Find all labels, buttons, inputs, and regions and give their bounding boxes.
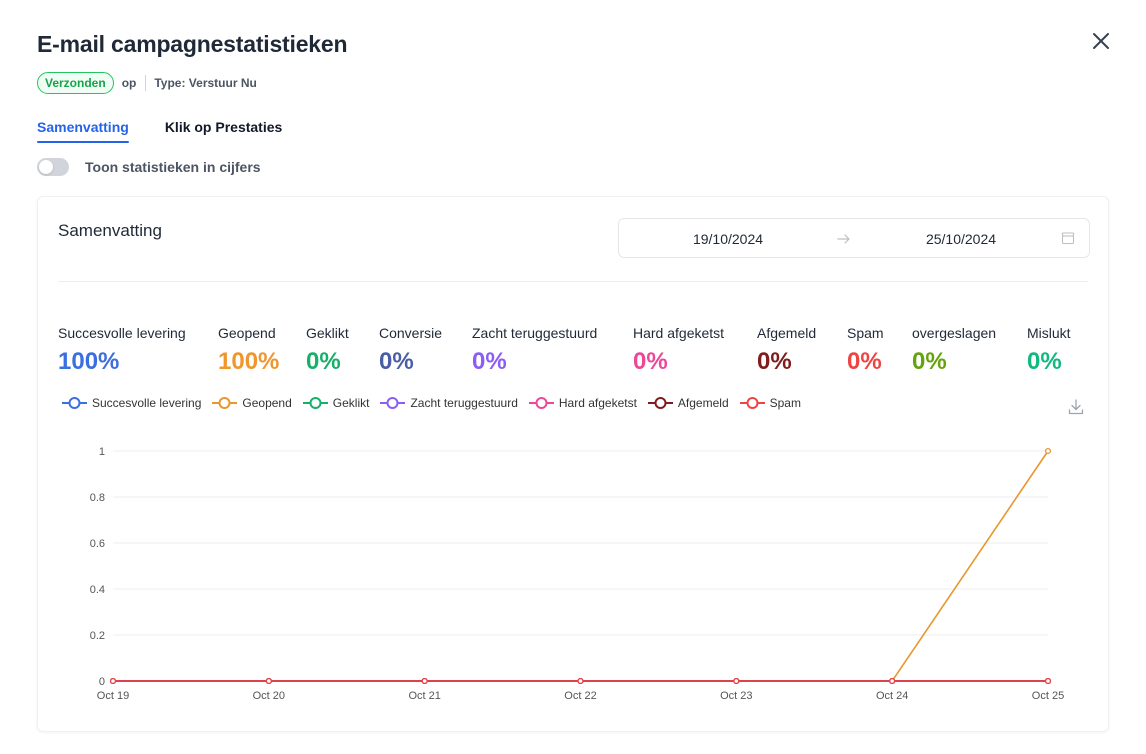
- close-icon: [1093, 33, 1109, 49]
- date-range-picker[interactable]: 19/10/2024 25/10/2024: [618, 218, 1090, 258]
- legend-label: Succesvolle levering: [92, 396, 202, 410]
- x-tick-label: Oct 22: [564, 690, 596, 702]
- stats-toggle-row: Toon statistieken in cijfers: [37, 157, 261, 177]
- y-tick-label: 0.2: [90, 630, 105, 642]
- tab-summary[interactable]: Samenvatting: [37, 119, 129, 143]
- tab-click-performance[interactable]: Klik op Prestaties: [164, 119, 283, 135]
- series-line: [113, 450, 1049, 682]
- data-point: [421, 677, 428, 685]
- legend-marker-icon: [380, 397, 406, 409]
- stat-value: 100%: [58, 348, 120, 375]
- legend-item[interactable]: Hard afgeketst: [528, 396, 637, 410]
- campaign-type: Type: Verstuur Nu: [154, 76, 257, 90]
- date-end[interactable]: 25/10/2024: [925, 231, 997, 247]
- stat-failed: Mislukt 0%: [1027, 325, 1071, 376]
- stat-label: Afgemeld: [757, 325, 817, 341]
- download-icon[interactable]: [1067, 398, 1085, 416]
- legend-label: Spam: [769, 396, 801, 410]
- calendar-icon[interactable]: [1061, 231, 1075, 245]
- card-divider: [58, 281, 1088, 282]
- stat-skipped: overgeslagen 0%: [912, 325, 996, 376]
- summary-card: Samenvatting 19/10/2024 25/10/2024 Succe…: [37, 196, 1109, 732]
- y-tick-label: 0: [99, 676, 105, 688]
- stat-label: Mislukt: [1027, 325, 1071, 341]
- line-chart: 0 0.2 0.4 0.6 0.8 1 Oct 19 Oct 20 Oct 21 Oct 22 Oc…: [90, 446, 1065, 702]
- toggle-label: Toon statistieken in cijfers: [85, 159, 261, 175]
- legend-marker-icon: [647, 397, 673, 409]
- data-point: [1044, 677, 1052, 685]
- y-tick-label: 0.8: [90, 492, 105, 504]
- status-badge: Verzonden: [37, 72, 114, 94]
- x-tick-label: Oct 21: [408, 690, 440, 702]
- stat-soft-bounce: Zacht teruggestuurd 0%: [472, 325, 597, 376]
- data-point: [889, 677, 896, 685]
- summary-title: Samenvatting: [58, 221, 162, 240]
- legend-label: Geklikt: [332, 396, 370, 410]
- stat-label: overgeslagen: [912, 325, 997, 341]
- stat-label: Succesvolle levering: [58, 325, 186, 341]
- stat-label: Conversie: [379, 325, 443, 341]
- x-tick-label: Oct 24: [876, 690, 908, 702]
- x-tick-label: Oct 19: [97, 690, 129, 702]
- stat-clicked: Geklikt 0%: [306, 325, 349, 376]
- data-point: [109, 677, 117, 685]
- x-tick-label: Oct 20: [253, 690, 285, 702]
- legend-marker-icon: [739, 397, 765, 409]
- chart-legend: Succesvolle levering Geopend Geklikt Zacht …: [62, 395, 812, 411]
- stat-value: 0%: [847, 348, 882, 375]
- sent-on-label: op: [121, 76, 137, 90]
- data-point: [265, 677, 272, 685]
- legend-marker-icon: [212, 397, 238, 409]
- stat-value: 0%: [757, 348, 792, 375]
- data-point: [733, 677, 740, 685]
- close-button[interactable]: [1089, 29, 1113, 53]
- stat-label: Zacht teruggestuurd: [472, 325, 598, 341]
- campaign-meta: Verzonden op Type: Verstuur Nu: [37, 72, 257, 94]
- stat-value: 0%: [306, 348, 341, 375]
- data-point: [577, 677, 584, 685]
- stat-hard-bounce: Hard afgeketst 0%: [633, 325, 724, 376]
- legend-label: Hard afgeketst: [558, 396, 637, 410]
- date-start[interactable]: 19/10/2024: [692, 231, 764, 247]
- stat-value: 0%: [379, 348, 414, 375]
- stat-value: 0%: [1027, 348, 1062, 375]
- stat-value: 0%: [633, 348, 668, 375]
- page-title: E-mail campagnestatistieken: [37, 31, 348, 57]
- legend-marker-icon: [302, 397, 328, 409]
- data-point: [1044, 447, 1052, 455]
- y-tick-label: 0.6: [90, 538, 105, 550]
- stat-label: Geopend: [218, 325, 276, 341]
- stat-successful-delivery: Succesvolle levering 100%: [58, 325, 186, 376]
- stat-spam: Spam 0%: [847, 325, 884, 376]
- legend-item[interactable]: Zacht teruggestuurd: [380, 396, 518, 410]
- stat-value: 0%: [472, 348, 507, 375]
- stat-value: 100%: [218, 348, 280, 375]
- meta-divider: [145, 75, 147, 91]
- y-tick-label: 1: [99, 446, 105, 458]
- legend-label: Zacht teruggestuurd: [410, 396, 518, 410]
- legend-marker-icon: [528, 397, 554, 409]
- tab-bar: Samenvatting Klik op Prestaties: [37, 119, 318, 143]
- arrow-right-icon: [837, 234, 850, 244]
- legend-item[interactable]: Succesvolle levering: [62, 396, 201, 410]
- toggle-knob: [39, 160, 53, 174]
- stat-value: 0%: [912, 348, 947, 375]
- stat-conversion: Conversie 0%: [379, 325, 442, 376]
- legend-marker-icon: [62, 397, 87, 409]
- legend-label: Geopend: [242, 396, 292, 410]
- legend-item[interactable]: Afgemeld: [647, 396, 729, 410]
- stat-label: Hard afgeketst: [633, 325, 725, 341]
- legend-label: Afgemeld: [677, 396, 729, 410]
- stat-label: Spam: [847, 325, 884, 341]
- stat-opened: Geopend 100%: [218, 325, 279, 376]
- legend-item[interactable]: Geopend: [212, 396, 292, 410]
- show-numbers-toggle[interactable]: [37, 158, 69, 176]
- stat-unsubscribed: Afgemeld 0%: [757, 325, 816, 376]
- legend-item[interactable]: Spam: [739, 396, 801, 410]
- y-tick-label: 0.4: [90, 584, 105, 596]
- stat-label: Geklikt: [306, 325, 349, 341]
- x-tick-label: Oct 23: [720, 690, 752, 702]
- x-tick-label: Oct 25: [1032, 690, 1064, 702]
- legend-item[interactable]: Geklikt: [302, 396, 370, 410]
